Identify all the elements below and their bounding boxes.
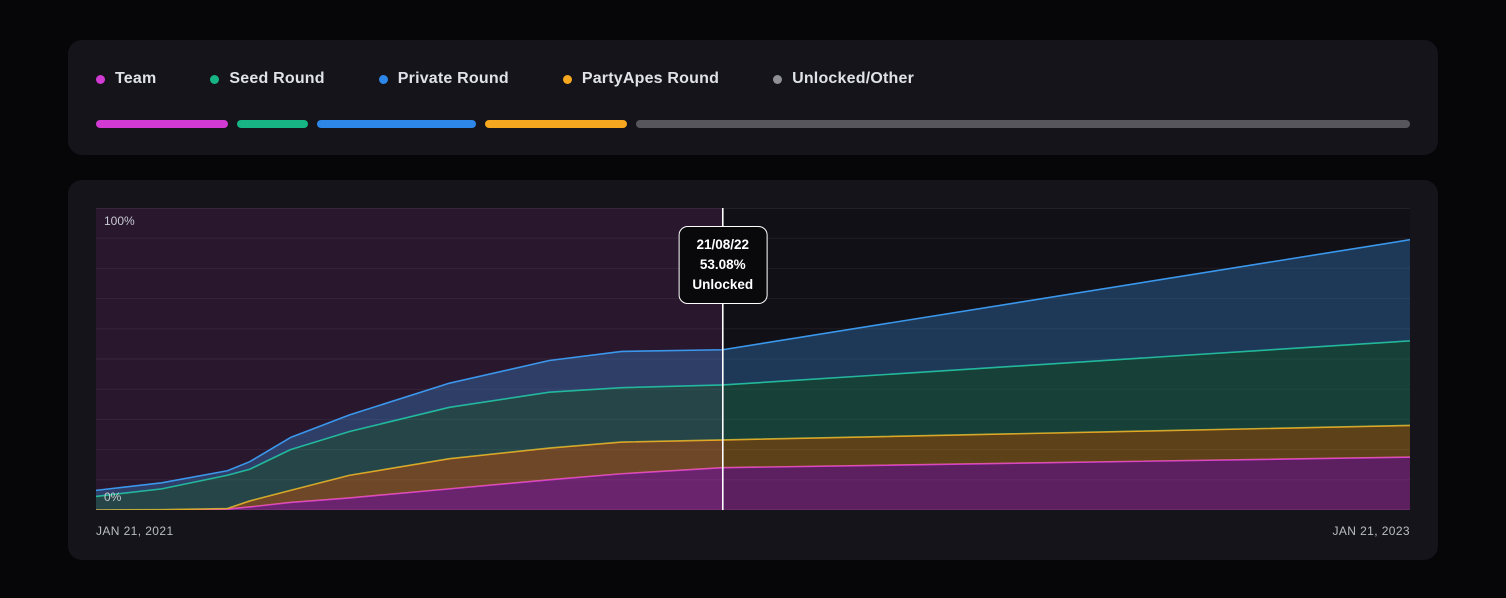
legend-label: Seed Round	[229, 70, 325, 87]
line-private-round	[96, 240, 1410, 491]
area-partyapes-round	[96, 425, 1410, 510]
legend-dot-icon	[562, 74, 572, 84]
legend-row: Team Seed Round Private Round PartyApes Rou…	[96, 66, 914, 92]
legend-item-partyapes-round[interactable]: PartyApes Round	[562, 70, 720, 88]
legend-dot-icon	[773, 74, 783, 84]
x-axis-label-end: JAN 21, 2023	[1332, 524, 1410, 538]
legend-dot-icon	[378, 74, 388, 84]
line-partyapes-round	[96, 425, 1410, 510]
legend-label: PartyApes Round	[581, 70, 720, 87]
y-axis-label-bottom: 0%	[104, 490, 122, 504]
allocation-bar-segment-team[interactable]	[96, 120, 228, 128]
x-axis-label-start: JAN 21, 2021	[96, 524, 174, 538]
legend-card: Team Seed Round Private Round PartyApes Rou…	[68, 40, 1438, 155]
legend-label: Private Round	[397, 70, 509, 87]
tooltip-percent: 53.08%	[699, 257, 746, 272]
allocation-bar-segment-unlocked-other[interactable]	[635, 120, 1410, 128]
allocation-bar-segment-private-round[interactable]	[317, 120, 476, 128]
legend-label: Unlocked/Other	[792, 70, 915, 87]
allocation-bar-segment-seed-round[interactable]	[236, 120, 309, 128]
legend-item-team[interactable]: Team	[96, 70, 156, 88]
tooltip-status: Unlocked	[692, 277, 754, 292]
legend-dot-icon	[210, 74, 220, 84]
legend-item-seed-round[interactable]: Seed Round	[210, 70, 325, 88]
legend-dot-icon	[96, 74, 105, 84]
chart-plot-area[interactable]: 100% 0% 21/08/22 53.08% Unlocked	[96, 208, 1410, 510]
legend-label: Team	[115, 70, 157, 87]
y-axis-label-top: 100%	[104, 214, 135, 228]
allocation-bar-segment-partyapes-round[interactable]	[484, 120, 627, 128]
chart-card: 100% 0% 21/08/22 53.08% Unlocked JAN 21,…	[68, 180, 1438, 560]
area-team	[96, 457, 1410, 510]
tooltip-date: 21/08/22	[696, 237, 750, 252]
chart-tooltip: 21/08/22 53.08% Unlocked	[678, 226, 768, 304]
legend-item-unlocked-other[interactable]: Unlocked/Other	[773, 70, 914, 88]
allocation-bar	[96, 120, 1410, 128]
line-seed-round	[96, 341, 1410, 497]
area-private-round	[96, 239, 1410, 497]
area-seed-round	[96, 340, 1410, 510]
legend-item-private-round[interactable]: Private Round	[378, 70, 509, 88]
hover-highlight-region	[96, 208, 723, 510]
